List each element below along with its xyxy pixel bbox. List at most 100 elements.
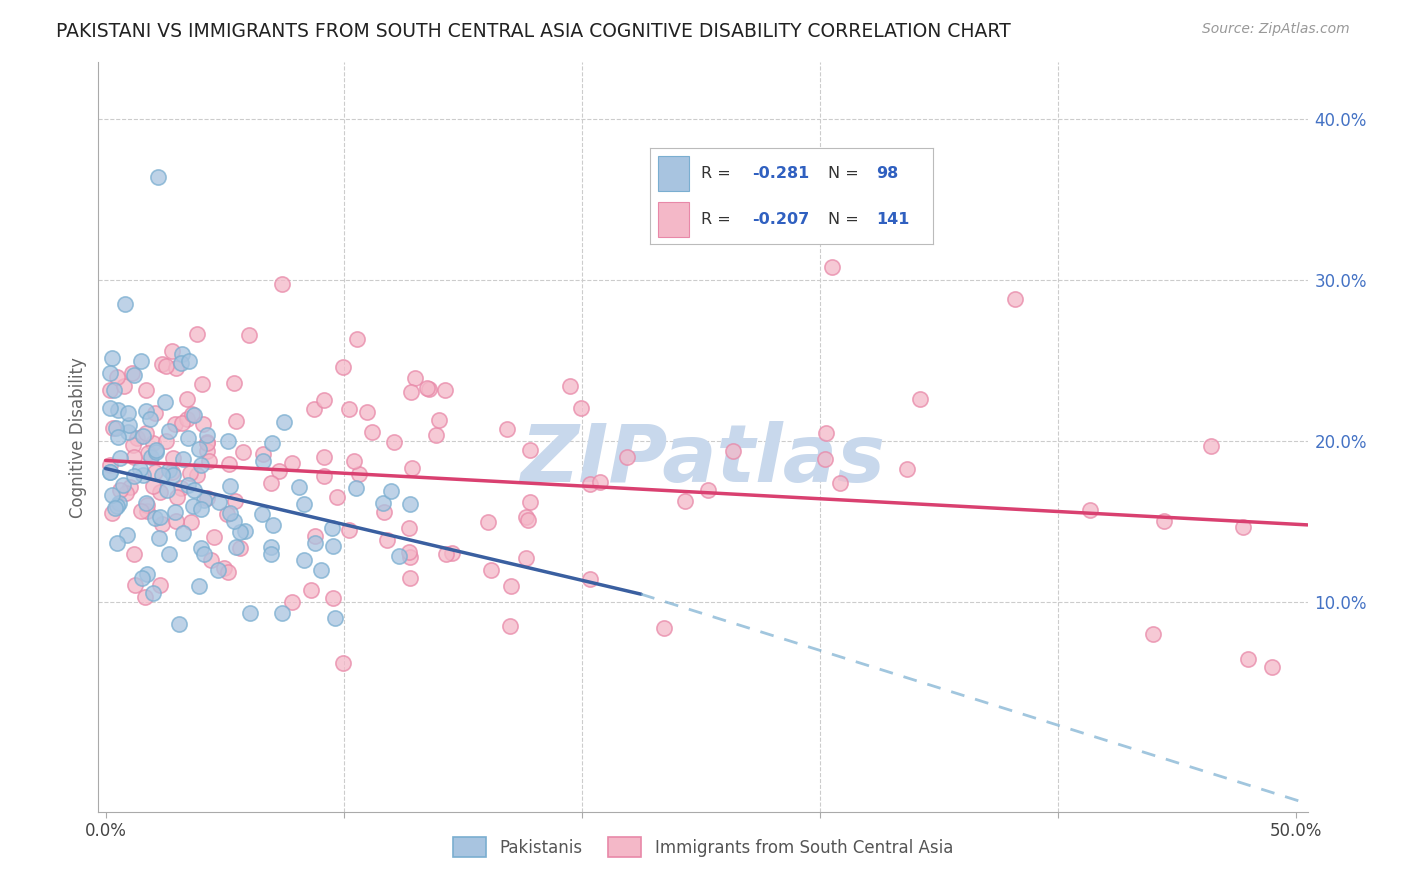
Point (107, 369, 129, 384)
Point (267, 464, 290, 478)
Point (186, 467, 208, 482)
Point (117, 406, 139, 420)
Point (181, 499, 204, 513)
Point (260, 436, 283, 450)
Point (195, 491, 218, 505)
Point (322, 539, 344, 553)
Point (1261, 659, 1284, 673)
Point (309, 562, 332, 576)
Text: Source: ZipAtlas.com: Source: ZipAtlas.com (1202, 22, 1350, 37)
Text: PAKISTANI VS IMMIGRANTS FROM SOUTH CENTRAL ASIA COGNITIVE DISABILITY CORRELATION: PAKISTANI VS IMMIGRANTS FROM SOUTH CENTR… (56, 22, 1011, 41)
Point (190, 377, 212, 392)
Point (193, 547, 215, 561)
Point (100, 487, 122, 501)
Point (1153, 514, 1175, 528)
Point (820, 260, 842, 274)
Point (479, 563, 502, 577)
Point (501, 579, 523, 593)
Point (273, 415, 295, 429)
Point (416, 381, 439, 395)
Point (110, 451, 132, 466)
Point (165, 514, 187, 528)
Point (332, 360, 354, 375)
Point (129, 462, 152, 476)
Point (433, 383, 456, 397)
Point (388, 549, 411, 563)
Point (98, 366, 121, 380)
Point (124, 578, 146, 592)
Text: 98: 98 (876, 166, 898, 181)
Point (673, 494, 696, 508)
Point (337, 523, 360, 537)
Point (135, 496, 157, 510)
Text: R =: R = (700, 212, 735, 227)
Point (129, 504, 152, 518)
Point (260, 541, 283, 555)
Point (294, 497, 316, 511)
Point (103, 384, 125, 398)
Point (176, 392, 198, 406)
Point (136, 498, 159, 512)
Point (107, 430, 129, 444)
Point (198, 454, 221, 468)
Y-axis label: Cognitive Disability: Cognitive Disability (69, 357, 87, 517)
Point (115, 527, 138, 541)
Point (302, 402, 325, 417)
Point (1080, 503, 1102, 517)
Point (496, 422, 519, 436)
Point (190, 458, 212, 472)
Point (190, 502, 212, 516)
Point (238, 328, 260, 343)
Point (281, 595, 304, 609)
Point (569, 401, 592, 416)
Point (112, 477, 135, 491)
Point (344, 481, 367, 495)
Point (134, 591, 156, 605)
Point (162, 450, 184, 465)
Point (162, 467, 184, 482)
Point (142, 478, 165, 492)
Point (280, 456, 302, 470)
Point (346, 332, 368, 346)
Point (107, 403, 129, 417)
Point (224, 514, 246, 528)
Point (104, 500, 127, 515)
Point (166, 490, 188, 504)
Point (224, 494, 246, 508)
Text: ZIPatlas: ZIPatlas (520, 420, 886, 499)
Legend: Pakistanis, Immigrants from South Central Asia: Pakistanis, Immigrants from South Centra… (447, 830, 959, 863)
Point (155, 434, 177, 449)
Point (262, 517, 284, 532)
Point (98, 465, 121, 479)
Point (343, 454, 366, 468)
Point (828, 475, 851, 490)
Point (105, 499, 128, 513)
Point (98, 383, 121, 397)
Point (908, 392, 931, 407)
Point (371, 495, 394, 509)
Point (270, 606, 292, 620)
Text: -0.281: -0.281 (752, 166, 808, 181)
Point (399, 497, 422, 511)
Point (477, 516, 499, 530)
Point (155, 359, 177, 374)
Point (229, 525, 252, 540)
Point (156, 483, 179, 497)
Point (323, 611, 346, 625)
Point (515, 551, 537, 566)
Point (233, 524, 256, 538)
Point (191, 417, 214, 431)
Point (117, 425, 139, 439)
Point (588, 475, 610, 490)
Point (427, 412, 450, 426)
Point (218, 479, 240, 493)
Point (200, 552, 222, 566)
Point (1237, 652, 1260, 666)
Point (132, 468, 155, 483)
Point (122, 547, 145, 561)
Point (337, 401, 360, 416)
Point (260, 475, 283, 490)
Point (579, 476, 602, 491)
Point (188, 442, 211, 456)
Point (143, 406, 166, 420)
